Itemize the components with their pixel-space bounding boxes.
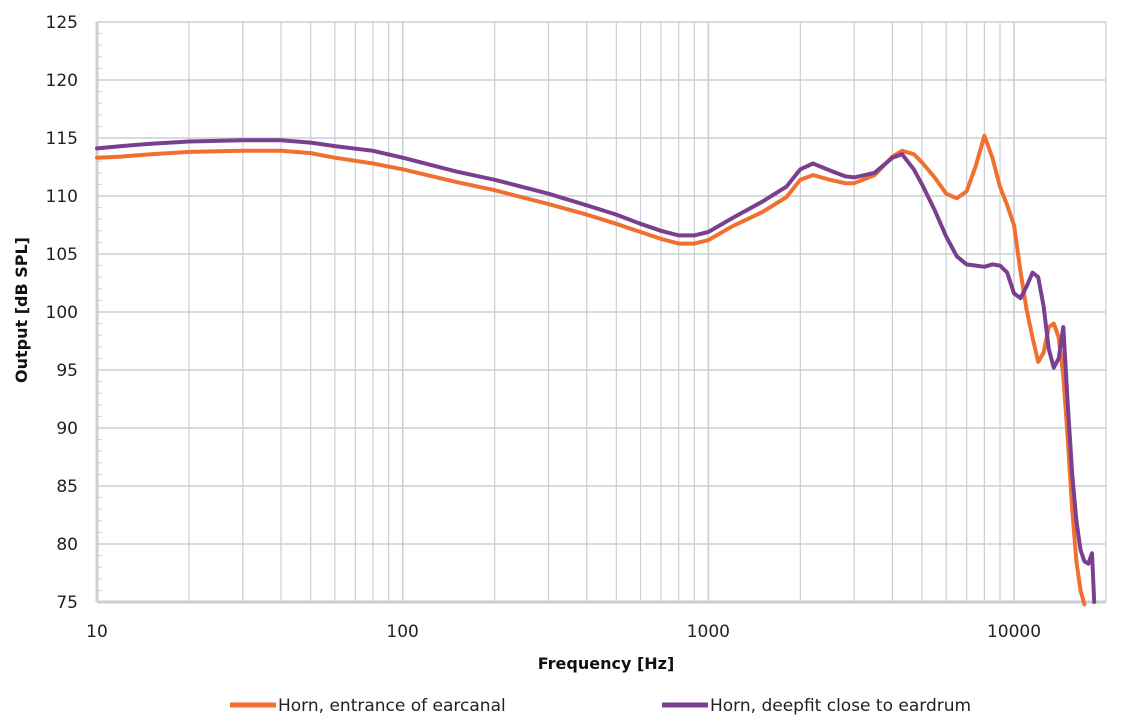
legend-label-deepfit: Horn, deepfit close to eardrum [710, 696, 971, 716]
series-line-deepfit [95, 138, 1097, 604]
grid-lines [95, 21, 1107, 604]
y-tick-label: 75 [56, 593, 78, 613]
y-tick-label: 115 [46, 129, 78, 149]
y-tick-label: 85 [56, 477, 78, 497]
y-tick-label: 100 [46, 303, 78, 323]
x-tick-label: 100 [386, 622, 418, 642]
y-tick-label: 95 [56, 361, 78, 381]
x-tick-label: 1000 [687, 622, 730, 642]
x-axis-tick-labels: 10 100 1000 10000 [86, 622, 1041, 642]
series-layer [95, 133, 1097, 607]
y-tick-label: 110 [46, 187, 78, 207]
legend: Horn, entrance of earcanal Horn, deepfit… [230, 696, 971, 716]
y-tick-label: 105 [46, 245, 78, 265]
y-axis-title: Output [dB SPL] [12, 237, 31, 383]
legend-label-entrance: Horn, entrance of earcanal [278, 696, 506, 716]
x-tick-label: 10000 [987, 622, 1041, 642]
y-tick-label: 120 [46, 71, 78, 91]
series-line-entrance [95, 133, 1087, 607]
y-tick-label: 80 [56, 535, 78, 555]
x-tick-label: 10 [86, 622, 108, 642]
y-axis-tick-labels: 75 80 85 90 95 100 105 110 115 120 125 [46, 13, 78, 613]
y-tick-label: 125 [46, 13, 78, 33]
y-tick-label: 90 [56, 419, 78, 439]
x-axis-title: Frequency [Hz] [538, 654, 675, 673]
